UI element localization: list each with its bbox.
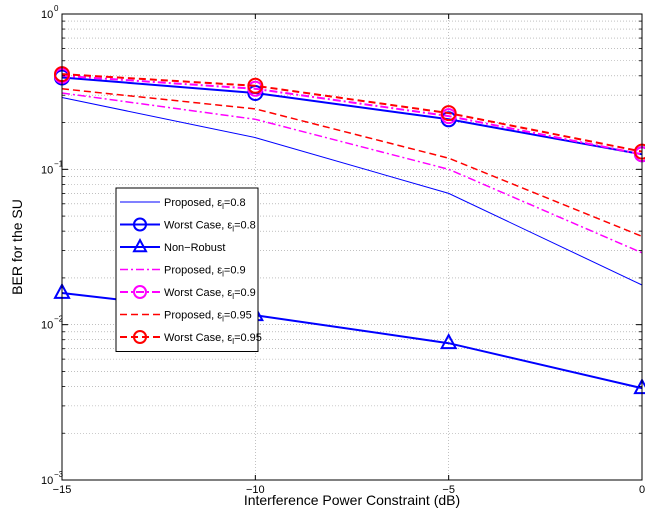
- y-axis-title: BER for the SU: [9, 199, 25, 295]
- series-4: [61, 92, 643, 254]
- legend-label: Worst Case, εl=0.95: [164, 332, 262, 346]
- series-line: [61, 73, 643, 153]
- x-tick-label: −15: [53, 484, 72, 496]
- legend-entry: Worst Case, εl=0.9: [120, 285, 256, 301]
- legend-entry: Non−Robust: [120, 237, 225, 254]
- legend-entry: Proposed, εl=0.8: [120, 197, 246, 211]
- legend-label: Proposed, εl=0.9: [164, 265, 246, 279]
- legend-entry: Proposed, εl=0.9: [120, 265, 246, 279]
- data-point-circle: [133, 330, 147, 344]
- series-6: [61, 88, 643, 238]
- y-tick-exponent: 0: [54, 4, 59, 13]
- x-axis-title: Interference Power Constraint (dB): [244, 492, 460, 508]
- data-point-circle: [247, 77, 264, 94]
- data-point-triangle: [439, 333, 458, 350]
- x-tick-label: −5: [442, 484, 455, 496]
- series-1: [61, 97, 643, 286]
- y-tick-exponent: −3: [54, 470, 64, 479]
- plot-frame: [61, 13, 643, 481]
- data-point-circle: [440, 105, 457, 122]
- x-tick-label: −10: [246, 484, 265, 496]
- series-line: [61, 97, 643, 286]
- data-point-triangle: [132, 237, 148, 253]
- series-line: [61, 92, 643, 254]
- series-line: [61, 76, 643, 156]
- y-tick-label: 10: [41, 9, 53, 21]
- legend-label: Worst Case, εl=0.9: [164, 287, 256, 301]
- y-tick-label: 10: [41, 475, 53, 487]
- legend-label: Worst Case, εl=0.8: [164, 220, 256, 234]
- legend-entry: Proposed, εl=0.95: [120, 310, 252, 324]
- y-tick-label: 10: [41, 164, 53, 176]
- legend-label: Proposed, εl=0.95: [164, 310, 252, 324]
- y-tick-exponent: −2: [54, 315, 64, 324]
- legend: Proposed, εl=0.8 Worst Case, εl=0.8 Non−Ro…: [115, 187, 262, 352]
- legend-entry: Worst Case, εl=0.8: [120, 217, 256, 234]
- legend-label: Proposed, εl=0.8: [164, 197, 246, 211]
- data-point-circle: [133, 285, 147, 299]
- data-point-circle: [133, 217, 147, 232]
- x-tick-label: 0: [639, 484, 645, 496]
- series-line: [61, 88, 643, 238]
- series-line: [61, 74, 643, 156]
- y-tick-exponent: −1: [54, 159, 64, 168]
- legend-entry: Worst Case, εl=0.95: [120, 330, 262, 346]
- y-tick-label: 10: [41, 320, 53, 332]
- legend-label: Non−Robust: [164, 242, 225, 254]
